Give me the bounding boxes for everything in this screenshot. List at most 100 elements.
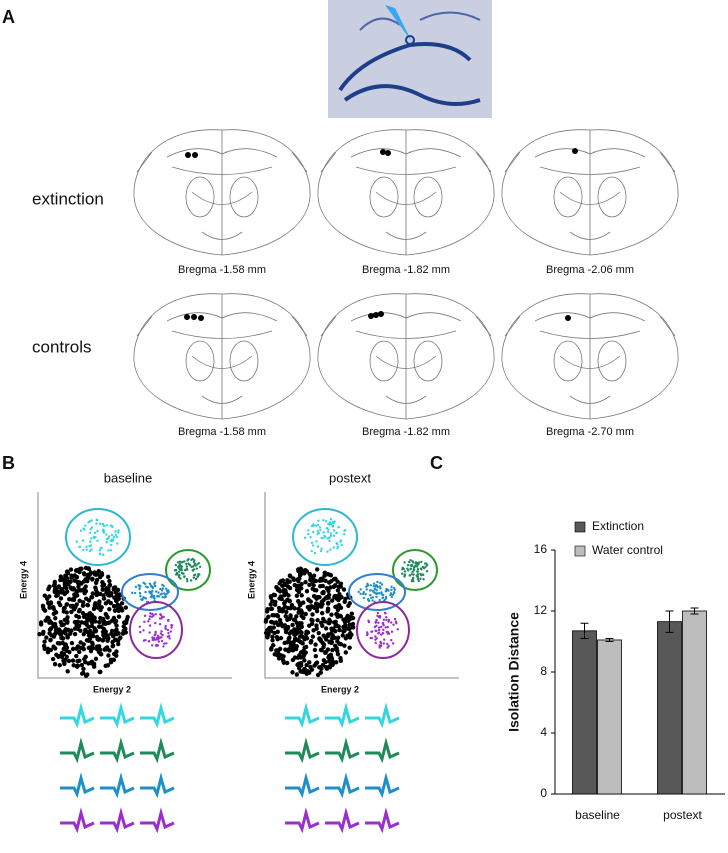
spike-point <box>278 594 283 599</box>
spike-point <box>41 643 47 649</box>
spike-point <box>100 583 105 589</box>
spike-point <box>320 547 323 550</box>
spike-point <box>403 570 407 573</box>
spike-point <box>265 635 270 640</box>
spike-point <box>105 574 111 580</box>
spike-point <box>81 631 86 637</box>
spike-point <box>94 577 100 583</box>
spike-point <box>156 638 160 641</box>
spike-point <box>387 588 390 592</box>
spike-point <box>64 581 69 586</box>
spike-point <box>112 538 115 541</box>
spike-point <box>142 629 145 632</box>
spike-point <box>375 618 378 622</box>
spike-point <box>391 642 395 645</box>
spike-point <box>422 578 425 581</box>
spike-point <box>419 573 423 577</box>
spike-point <box>114 530 117 533</box>
spike-point <box>389 621 393 624</box>
spike-point <box>333 520 336 523</box>
section-detail <box>229 340 259 382</box>
spike-point <box>400 572 404 575</box>
spike-point <box>327 572 332 577</box>
waveform <box>285 772 400 799</box>
spike-point <box>302 658 307 663</box>
section-label: Bregma -2.06 mm <box>546 264 634 276</box>
spike-point <box>86 575 91 580</box>
spike-point <box>143 620 146 623</box>
spike-point <box>42 593 47 598</box>
spike-point <box>309 535 312 539</box>
spike-point <box>310 524 314 528</box>
spike-point <box>151 594 154 598</box>
spike-point <box>376 611 380 615</box>
spike-point <box>189 579 193 582</box>
spike-point <box>296 589 302 595</box>
plot-title: baseline <box>104 470 152 485</box>
spike-point <box>315 540 318 543</box>
spike-point <box>134 585 138 589</box>
spike-point <box>335 531 338 535</box>
spike-point <box>90 519 93 522</box>
spike-point <box>274 613 280 618</box>
spike-point <box>310 541 314 544</box>
spike-point <box>125 614 130 620</box>
spike-point <box>85 578 90 584</box>
spike-point <box>100 616 106 622</box>
spike-point <box>74 653 79 659</box>
bar <box>597 639 622 795</box>
spike-point <box>316 523 320 527</box>
spike-point <box>384 590 388 593</box>
spike-point <box>340 543 343 547</box>
spike-point <box>193 573 197 576</box>
spike-point <box>56 584 62 589</box>
spike-point <box>310 549 313 553</box>
spike-point <box>116 631 121 636</box>
spike-point <box>88 549 92 553</box>
spike-point <box>272 593 278 598</box>
spike-point <box>383 598 387 602</box>
spike-point <box>292 632 297 637</box>
electrode-site <box>192 152 198 158</box>
spike-point <box>364 593 367 596</box>
spike-point <box>359 588 362 591</box>
spike-point <box>190 565 193 569</box>
spike-point <box>90 646 96 651</box>
spike-point <box>154 638 157 641</box>
spike-point <box>89 620 95 625</box>
brain-section <box>501 293 679 420</box>
spike-point <box>123 605 129 610</box>
spike-point <box>158 622 162 626</box>
electrode-site <box>191 314 197 320</box>
spike-point <box>382 618 386 621</box>
spike-point <box>159 614 163 617</box>
spike-point <box>265 627 270 633</box>
spike-point <box>179 577 182 580</box>
spike-point <box>283 626 288 632</box>
spike-point <box>297 638 302 644</box>
spike-point <box>329 612 334 617</box>
spike-point <box>366 597 370 601</box>
spike-point <box>101 593 106 598</box>
spike-point <box>329 522 333 526</box>
spike-point <box>53 609 58 615</box>
spike-point <box>382 624 385 627</box>
spike-point <box>347 645 352 650</box>
spike-point <box>94 634 100 640</box>
spike-point <box>102 531 106 534</box>
spike-point <box>106 653 111 658</box>
spike-point <box>311 544 315 547</box>
spike-point <box>287 585 293 591</box>
spike-point <box>161 615 164 619</box>
panel-label: A <box>2 7 15 27</box>
y-tick-label: 0 <box>540 786 547 800</box>
spike-point <box>101 621 107 626</box>
spike-point <box>412 573 415 576</box>
spike-point <box>415 565 419 568</box>
spike-point <box>416 570 419 573</box>
spike-point <box>278 579 284 584</box>
spike-point <box>148 617 151 621</box>
spike-point <box>98 669 103 675</box>
waveform <box>60 702 175 729</box>
section-label: Bregma -1.82 mm <box>362 264 450 276</box>
